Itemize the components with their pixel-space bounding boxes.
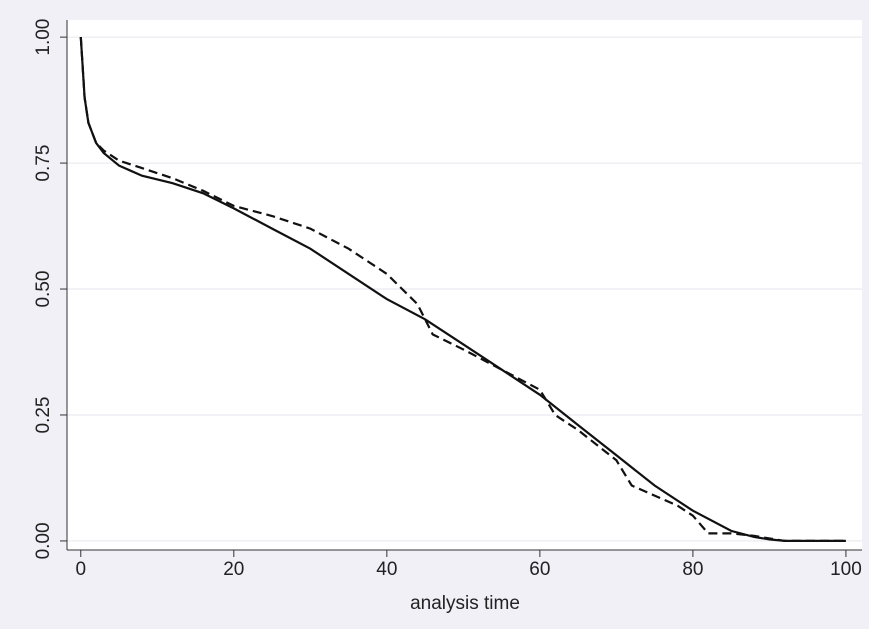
y-tick-label: 0.25 <box>33 396 54 433</box>
x-tick-label: 60 <box>529 559 550 580</box>
plot-area <box>67 20 862 550</box>
x-tick-label: 40 <box>376 559 397 580</box>
x-tick-label: 0 <box>75 559 86 580</box>
y-tick-label: 0.50 <box>33 271 54 308</box>
y-tick-label: 1.00 <box>33 19 54 56</box>
x-tick-label: 80 <box>682 559 703 580</box>
y-tick-label: 0.75 <box>33 145 54 182</box>
x-tick-label: 20 <box>223 559 244 580</box>
y-tick-label: 0.00 <box>33 522 54 559</box>
x-tick-label: 100 <box>830 559 862 580</box>
x-axis-label: analysis time <box>410 593 520 614</box>
survival-line <box>79 37 846 542</box>
